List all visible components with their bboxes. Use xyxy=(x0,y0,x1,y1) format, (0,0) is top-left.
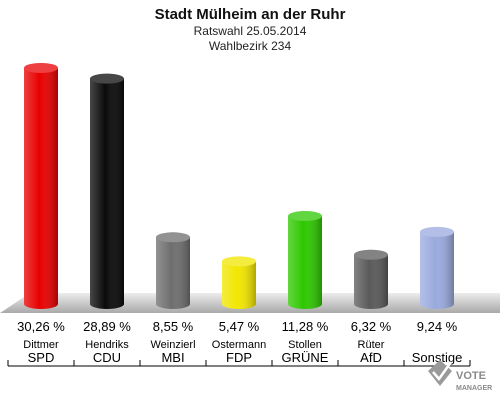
value-label: 28,89 % xyxy=(83,319,131,334)
bar-cap xyxy=(24,62,58,73)
bar-cap xyxy=(354,249,388,260)
candidate-label: Stollen xyxy=(288,339,322,351)
candidate-label: Ostermann xyxy=(212,339,266,351)
candidate-label: Weinzierl xyxy=(150,339,195,351)
chart-title: Stadt Mülheim an der Ruhr xyxy=(155,6,346,23)
bar-cap xyxy=(90,73,124,84)
value-label: 30,26 % xyxy=(17,319,65,334)
bar-cap xyxy=(288,211,322,222)
bar-shading xyxy=(420,231,454,309)
bar-shading xyxy=(222,261,256,309)
bar-cap xyxy=(420,226,454,237)
watermark-manager: MANAGER xyxy=(456,385,492,392)
bar-fdp xyxy=(222,256,256,309)
bar-shading xyxy=(156,237,190,309)
party-label: SPD xyxy=(28,350,55,365)
value-label: 8,55 % xyxy=(153,319,194,334)
bar-shading xyxy=(354,254,388,309)
bar-cap-highlight xyxy=(354,249,388,260)
bar-sonstige xyxy=(420,226,454,309)
chart-subtitle-date: Ratswahl 25.05.2014 xyxy=(194,24,307,38)
bar-cdu xyxy=(90,73,124,310)
bar-cap xyxy=(222,256,256,267)
bar-grüne xyxy=(288,211,322,309)
chart-subtitle-district: Wahlbezirk 234 xyxy=(209,39,292,53)
party-label: FDP xyxy=(226,350,252,365)
bar-spd xyxy=(24,62,58,309)
bar-mbi xyxy=(156,232,190,309)
bar-cap xyxy=(156,232,190,243)
bar-shading xyxy=(288,216,322,309)
candidate-label: Hendriks xyxy=(85,339,129,351)
bar-cap-highlight xyxy=(156,232,190,243)
candidate-label: Dittmer xyxy=(23,339,59,351)
watermark-vote: VOTE xyxy=(456,370,486,382)
bar-afd xyxy=(354,249,388,309)
party-label: MBI xyxy=(161,350,184,365)
value-label: 5,47 % xyxy=(219,319,260,334)
party-label: AfD xyxy=(360,350,382,365)
party-label: Sonstige xyxy=(412,350,463,365)
bars-group xyxy=(24,62,454,310)
value-label: 11,28 % xyxy=(282,319,329,334)
bar-cap-highlight xyxy=(288,211,322,222)
bar-shading xyxy=(90,78,124,310)
bar-shading xyxy=(24,67,58,309)
value-label: 9,24 % xyxy=(417,319,458,334)
party-label: GRÜNE xyxy=(282,350,329,365)
bar-cap-highlight xyxy=(420,226,454,237)
bar-cap-highlight xyxy=(90,73,124,84)
bar-cap-highlight xyxy=(24,62,58,73)
value-label: 6,32 % xyxy=(351,319,392,334)
bar-cap-highlight xyxy=(222,256,256,267)
vote-manager-logo-icon: VOTE MANAGER xyxy=(428,360,492,392)
party-label: CDU xyxy=(93,350,121,365)
candidate-label: Rüter xyxy=(358,339,385,351)
